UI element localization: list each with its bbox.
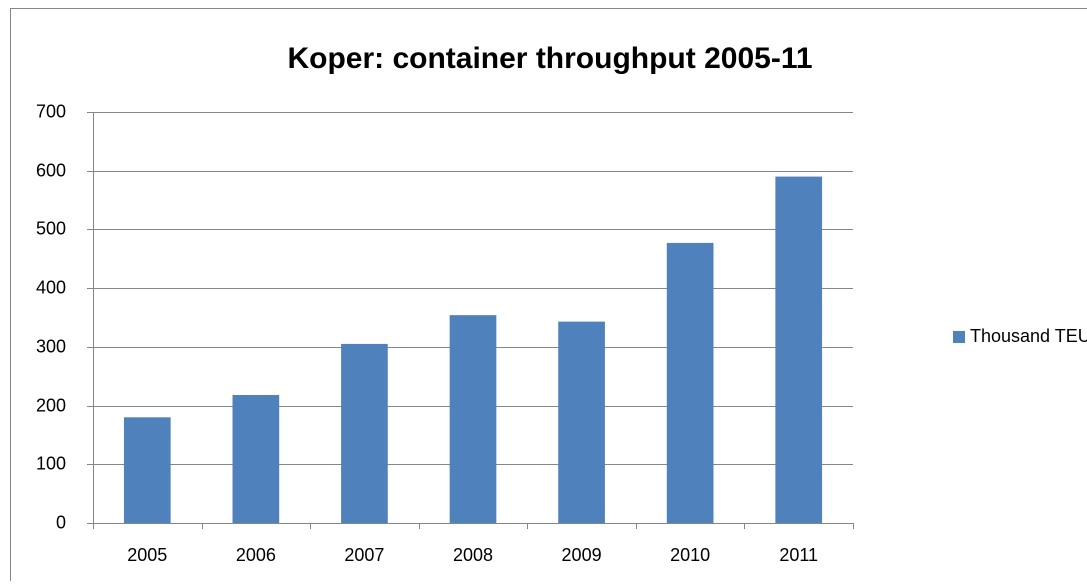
chart-border [11,9,1087,582]
y-tick-label: 200 [36,395,66,415]
bar [775,177,822,523]
bar [558,322,605,523]
chart-title: Koper: container throughput 2005-11 [287,42,812,75]
x-tick-label: 2008 [453,545,493,565]
bar [233,395,280,523]
x-tick-label: 2009 [562,545,602,565]
x-tick-label: 2010 [670,545,710,565]
x-tick-label: 2011 [779,545,818,565]
y-tick-label: 400 [36,277,66,297]
y-tick-label: 500 [36,218,66,238]
y-tick-label: 600 [36,160,66,180]
x-tick-label: 2005 [127,545,167,565]
bar [341,344,388,523]
x-tick-label: 2007 [344,545,384,565]
y-tick-label: 0 [56,512,66,532]
bar [124,417,171,523]
bar [450,315,497,523]
bar [667,243,714,523]
x-tick-label: 2006 [236,545,276,565]
y-tick-label: 300 [36,336,66,356]
y-tick-label: 100 [36,453,66,473]
y-tick-label: 700 [36,101,66,121]
legend-label: Thousand TEU [970,326,1087,346]
legend-swatch [953,331,965,343]
